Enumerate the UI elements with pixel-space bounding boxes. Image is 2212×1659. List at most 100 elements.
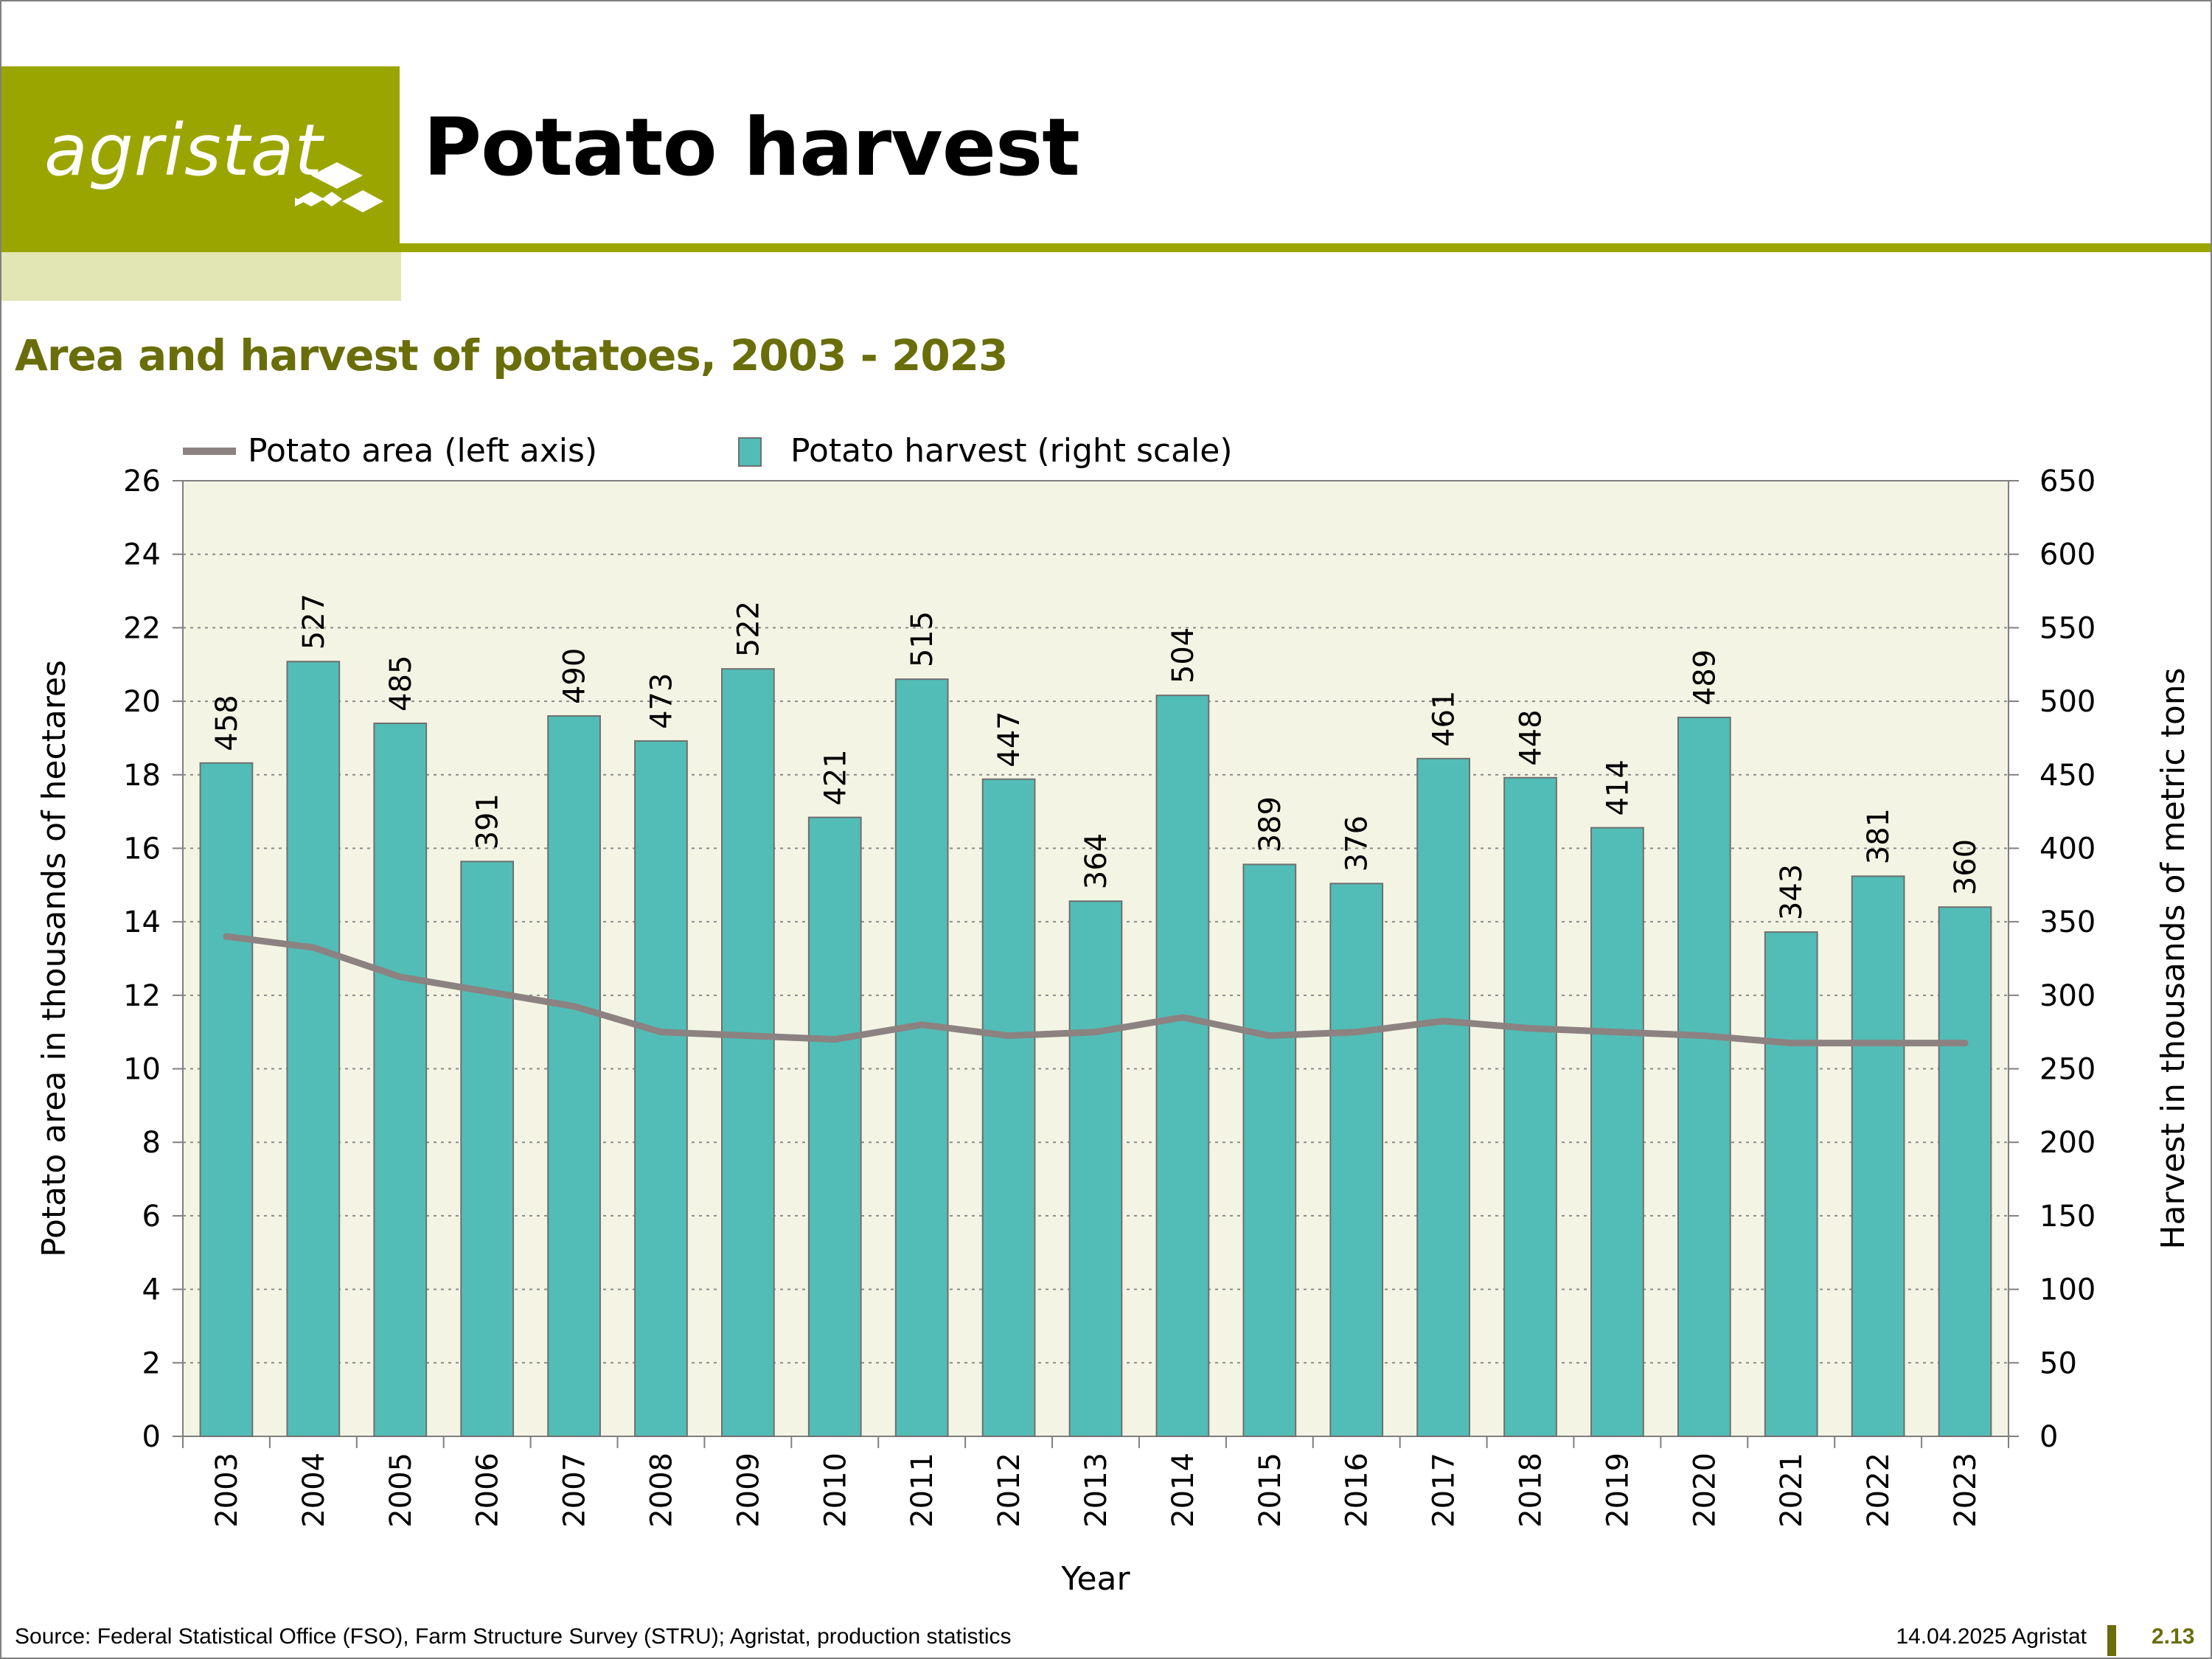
area-line (223, 933, 1969, 1047)
y-tick-label: 14 (123, 905, 161, 939)
legend-label: Potato harvest (right scale) (790, 432, 1233, 470)
bar (199, 762, 254, 1437)
bar-value-label: 504 (1166, 627, 1200, 684)
bar-value-label: 448 (1514, 709, 1548, 765)
x-tick-label: 2006 (471, 1453, 505, 1528)
bar (1764, 931, 1818, 1437)
x-tick-label: 2003 (210, 1453, 244, 1528)
bar (286, 661, 341, 1438)
y-tick-label: 0 (142, 1420, 161, 1454)
footer-date: 14.04.2025 Agristat (1896, 1624, 2087, 1649)
x-tick-label: 2013 (1079, 1453, 1113, 1528)
bar (1416, 757, 1470, 1437)
logo-accent-strip (1, 252, 401, 301)
x-tick-label: 2010 (818, 1453, 852, 1528)
bar (1677, 717, 1731, 1437)
agristat-logo-text: agristat (44, 109, 324, 192)
y2-tick-label: 350 (2039, 905, 2096, 939)
footer-source: Source: Federal Statistical Office (FSO)… (15, 1624, 1012, 1649)
bar-value-label: 490 (558, 648, 592, 704)
bar (1503, 776, 1557, 1438)
y2-tick-label: 200 (2039, 1126, 2096, 1160)
bar (1242, 863, 1297, 1437)
bar-value-label: 421 (818, 749, 852, 805)
bar (721, 668, 775, 1437)
bar-value-label: 522 (731, 601, 765, 657)
y2-tick-label: 600 (2039, 538, 2096, 572)
y-tick-label: 22 (123, 611, 161, 645)
y-axis-title: Potato area in thousands of hectares (35, 660, 73, 1257)
x-tick-label: 2020 (1688, 1453, 1722, 1528)
bar-value-label: 447 (992, 711, 1026, 767)
bar-value-label: 489 (1688, 650, 1722, 706)
page-number: 2.13 (2152, 1624, 2195, 1649)
logo-panel (1, 66, 400, 252)
bar-value-label: 527 (297, 594, 331, 650)
chart-subtitle: Area and harvest of potatoes, 2003 - 202… (15, 330, 1008, 380)
x-tick-label: 2023 (1949, 1453, 1983, 1528)
y2-tick-label: 150 (2039, 1200, 2096, 1234)
legend-bar-swatch (738, 437, 762, 467)
bar-value-label: 515 (905, 611, 939, 667)
x-tick-label: 2004 (297, 1453, 331, 1528)
header-rule (400, 243, 2211, 252)
y-tick-label: 16 (123, 832, 161, 866)
y-tick-label: 12 (123, 979, 161, 1013)
y2-tick-label: 500 (2039, 685, 2096, 719)
y2-tick-label: 400 (2039, 832, 2096, 866)
y2-tick-label: 50 (2039, 1346, 2077, 1380)
x-tick-label: 2005 (384, 1453, 418, 1528)
x-tick-label: 2018 (1514, 1453, 1548, 1528)
bar (460, 860, 515, 1437)
bar (1329, 883, 1384, 1437)
y-tick-label: 8 (142, 1126, 161, 1160)
x-axis-title: Year (1060, 1560, 1130, 1598)
y2-tick-label: 0 (2039, 1420, 2058, 1454)
y2-tick-label: 650 (2039, 465, 2096, 498)
x-tick-label: 2016 (1340, 1453, 1374, 1528)
x-tick-label: 2019 (1601, 1453, 1635, 1528)
x-tick-label: 2014 (1166, 1453, 1200, 1528)
bar (1068, 900, 1123, 1437)
bar-value-label: 343 (1775, 864, 1809, 920)
bar (1590, 827, 1644, 1438)
bar-value-label: 389 (1253, 796, 1287, 852)
y2-tick-label: 100 (2039, 1273, 2096, 1307)
x-tick-label: 2007 (558, 1453, 592, 1528)
bar-value-label: 473 (644, 673, 678, 729)
bar (894, 678, 949, 1438)
x-tick-label: 2022 (1862, 1453, 1896, 1528)
y-tick-label: 6 (142, 1200, 161, 1234)
x-tick-label: 2009 (731, 1453, 765, 1528)
y-tick-label: 24 (123, 538, 161, 572)
bar-value-label: 376 (1340, 815, 1374, 872)
bar (1938, 906, 1992, 1437)
x-tick-label: 2011 (905, 1453, 939, 1528)
bar-value-label: 360 (1949, 839, 1983, 895)
y2-axis-title: Harvest in thousands of metric tons (2154, 667, 2192, 1249)
bar (634, 740, 688, 1437)
legend-label: Potato area (left axis) (248, 432, 597, 470)
y2-tick-label: 550 (2039, 611, 2096, 645)
bar (1851, 875, 1905, 1437)
bar-value-label: 381 (1862, 808, 1896, 864)
y-tick-label: 10 (123, 1053, 161, 1087)
footer-divider (2107, 1625, 2116, 1656)
x-tick-label: 2012 (992, 1453, 1026, 1528)
bar-value-label: 485 (384, 655, 418, 712)
y-tick-label: 2 (142, 1346, 161, 1380)
bar (1155, 695, 1210, 1437)
agristat-logo-mark-icon (295, 162, 383, 212)
y-tick-label: 26 (123, 465, 161, 498)
bar-value-label: 391 (471, 793, 505, 849)
y2-tick-label: 250 (2039, 1053, 2096, 1087)
y2-tick-label: 300 (2039, 979, 2096, 1013)
x-tick-label: 2017 (1427, 1453, 1461, 1528)
x-tick-label: 2021 (1775, 1453, 1809, 1528)
bar-value-label: 364 (1079, 833, 1113, 889)
bar-value-label: 461 (1427, 690, 1461, 746)
y2-tick-label: 450 (2039, 759, 2096, 793)
bar (373, 722, 428, 1437)
